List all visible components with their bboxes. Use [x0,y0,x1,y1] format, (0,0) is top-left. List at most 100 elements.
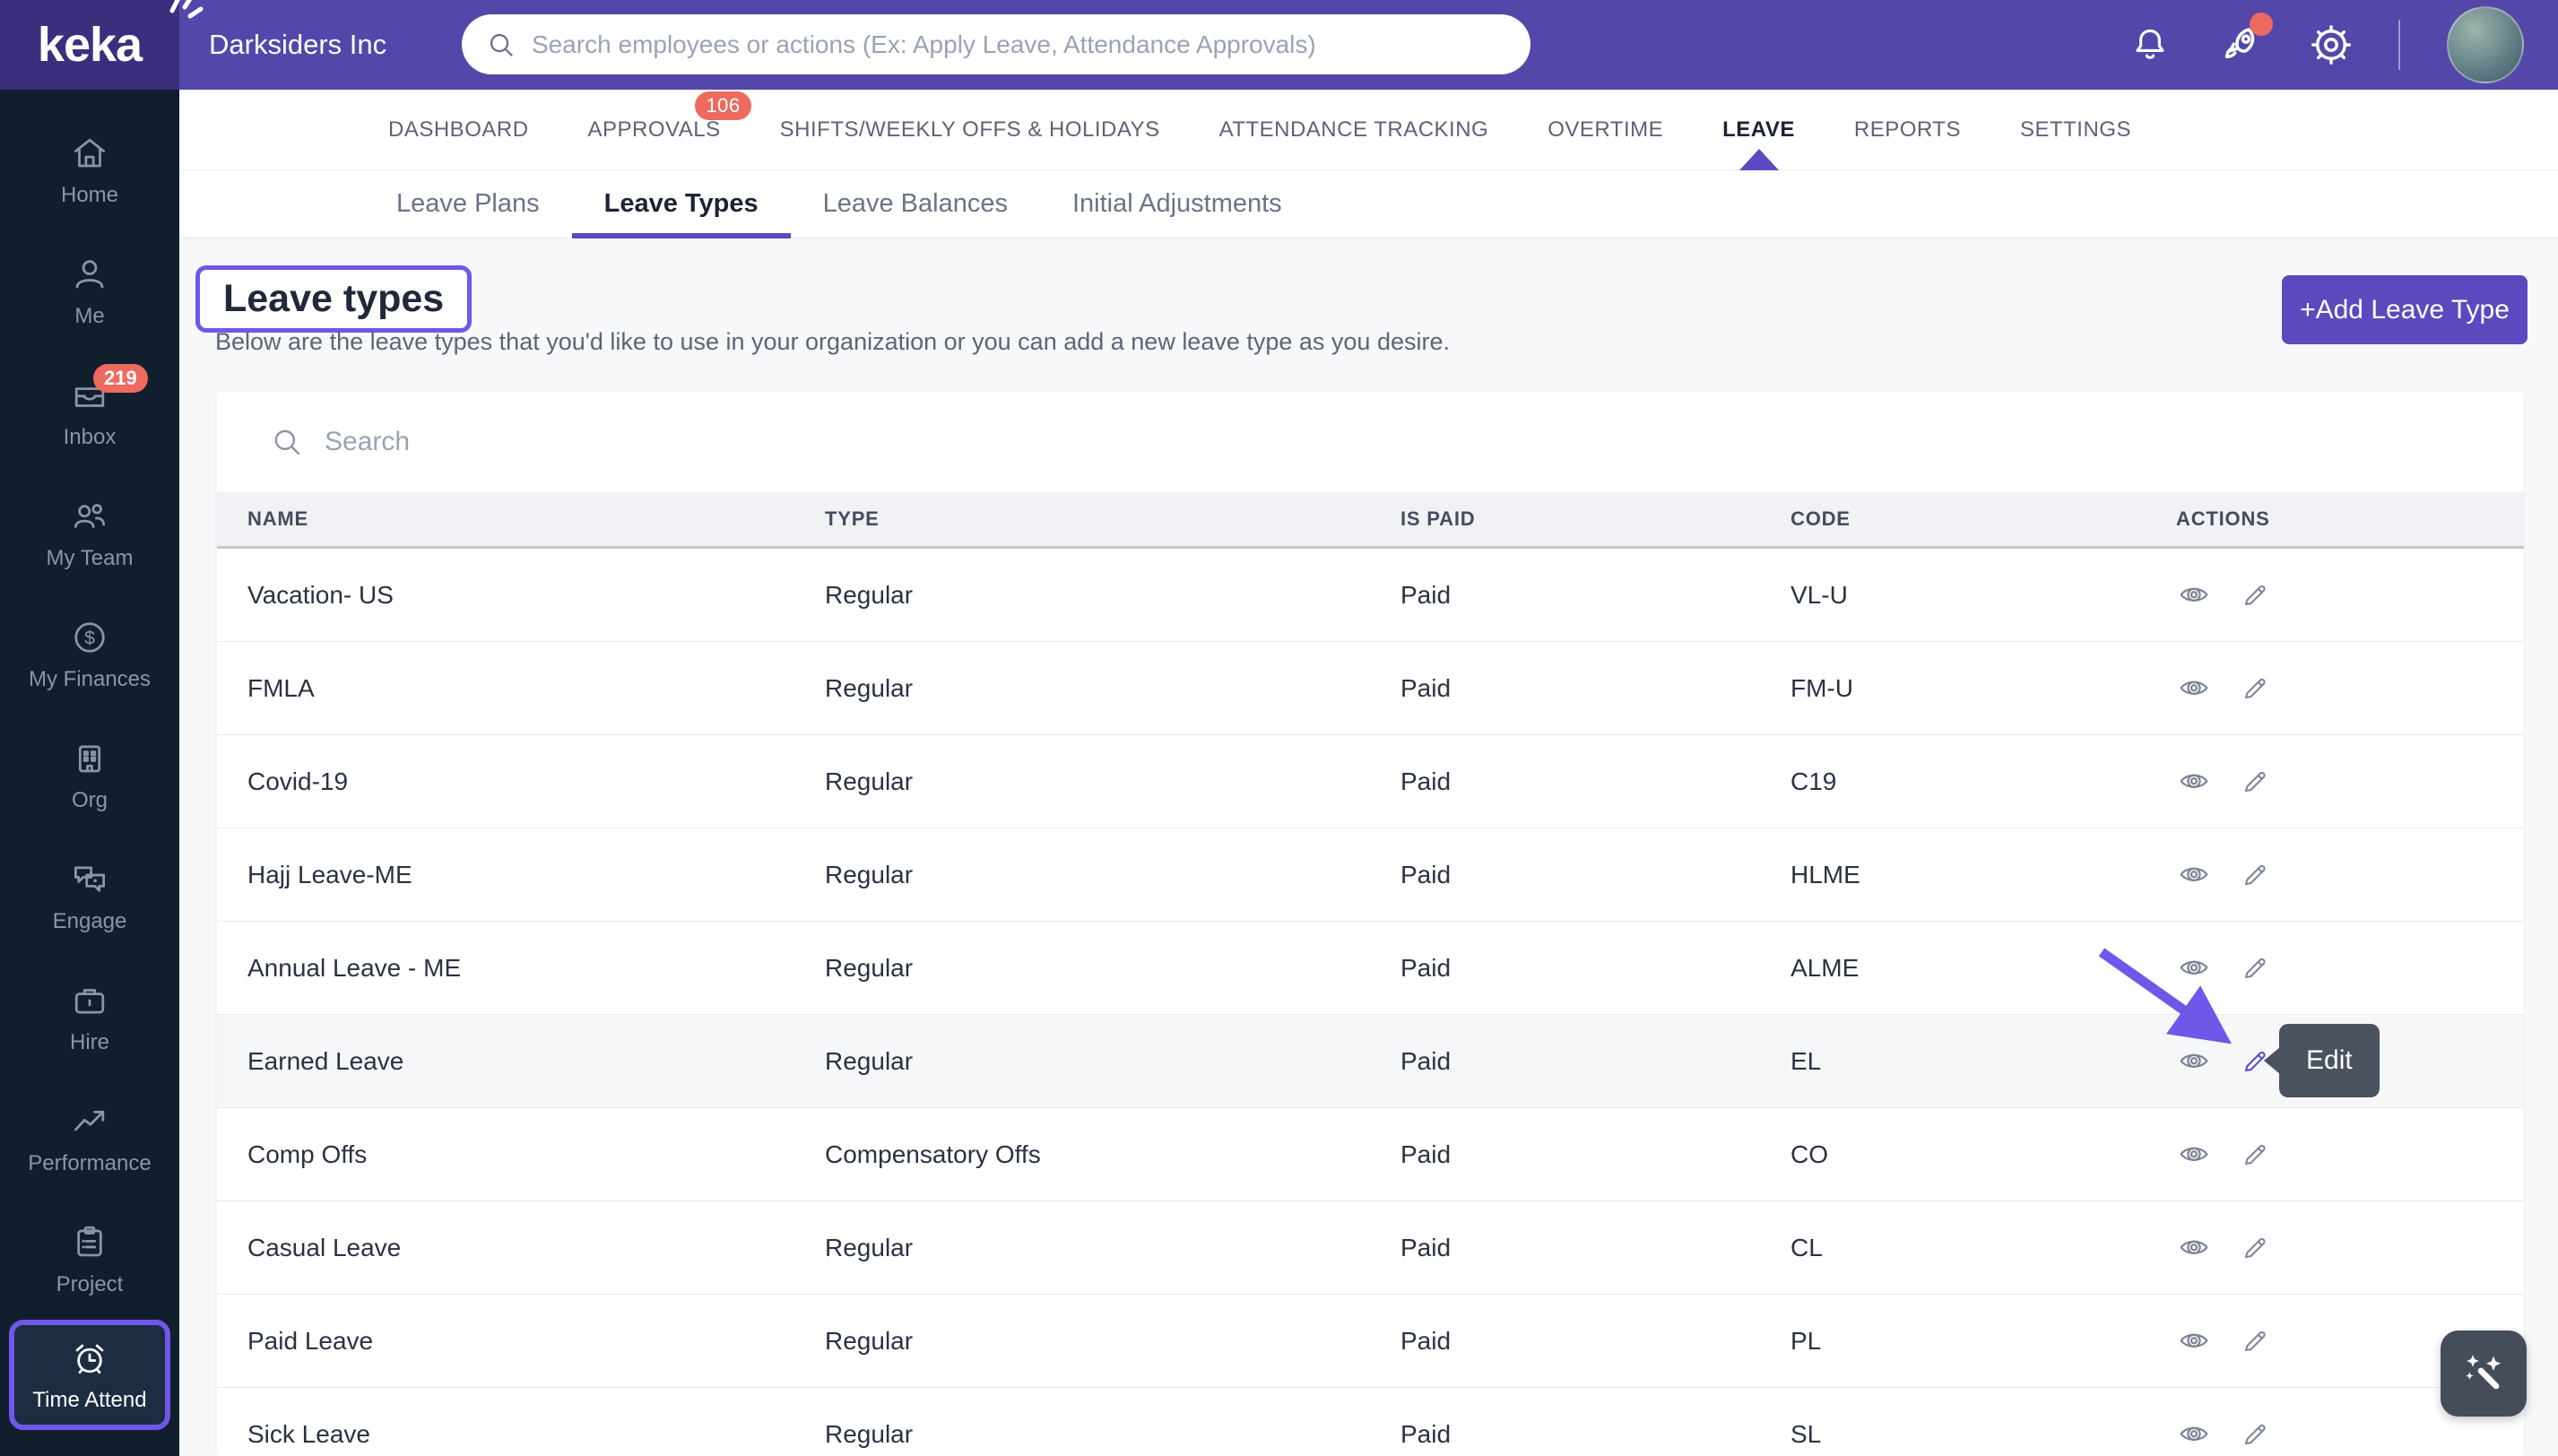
page-title: Leave types [223,277,445,320]
keka-logo-text: keka [37,18,143,72]
table-search-input[interactable] [325,427,863,457]
tab-approvals[interactable]: APPROVALS 106 [588,90,751,170]
subtab-leave-balances[interactable]: Leave Balances [791,170,1040,238]
tab-label: REPORTS [1853,117,1961,142]
add-leave-type-button[interactable]: +Add Leave Type [2282,275,2528,344]
column-header-name: NAME [247,507,308,530]
global-search[interactable] [462,14,1530,74]
gear-icon[interactable] [2311,24,2352,65]
edit-icon[interactable] [2239,672,2271,705]
sidebar-item-inbox[interactable]: 219 Inbox [0,351,179,472]
table-search[interactable] [217,392,2524,492]
svg-text:$: $ [84,627,95,648]
view-icon[interactable] [2176,1230,2212,1266]
cell-code: PL [1791,1326,1822,1355]
table-row-comp-offs[interactable]: Comp Offs Compensatory Offs Paid CO [217,1108,2524,1201]
edit-icon[interactable] [2239,952,2271,984]
tab-label: OVERTIME [1548,117,1664,142]
view-icon[interactable] [2176,1044,2212,1079]
view-icon[interactable] [2176,1137,2212,1173]
tab-overtime[interactable]: OVERTIME [1548,90,1663,170]
sidebar-item-my-team[interactable]: My Team [0,472,179,594]
sidebar-item-org[interactable]: Org [0,715,179,836]
sidebar-item-engage[interactable]: Engage [0,836,179,957]
search-icon [490,33,513,56]
view-icon[interactable] [2176,577,2212,613]
keka-logo[interactable]: keka [0,0,204,90]
subtab-label: Leave Balances [822,189,1008,218]
sidebar-item-label: Engage [52,908,127,933]
table-row-earned-leave[interactable]: Earned Leave Regular Paid EL [217,1015,2524,1108]
module-nav: DASHBOARD APPROVALS 106 SHIFTS/WEEKLY OFFS … [179,90,2558,170]
view-icon[interactable] [2176,764,2212,800]
table-row-paid-leave[interactable]: Paid Leave Regular Paid PL [217,1295,2524,1388]
app-header: keka Darksiders Inc [0,0,2558,90]
edit-icon[interactable] [2239,579,2271,611]
sidebar-item-label: Time Attend [32,1387,147,1412]
cell-code: ALME [1791,953,1860,982]
cell-code: VL-U [1791,580,1848,609]
sidebar-item-home[interactable]: Home [0,109,179,230]
cell-name: Annual Leave - ME [247,953,462,982]
sidebar-item-project[interactable]: Project [0,1199,179,1320]
table-row-vacation-us[interactable]: Vacation- US Regular Paid VL-U [217,549,2524,642]
sidebar: Home Me 219 Inbox My Team $ My Finances Org Enga… [0,90,179,1456]
avatar[interactable] [2447,6,2524,83]
subtab-leave-plans[interactable]: Leave Plans [364,170,572,238]
cell-code: C19 [1791,767,1837,795]
edit-tooltip-label: Edit [2306,1045,2353,1075]
sidebar-item-time-attend[interactable]: Time Attend [9,1320,170,1430]
sidebar-item-my-finances[interactable]: $ My Finances [0,594,179,715]
tab-shifts-weekly-offs-holidays[interactable]: SHIFTS/WEEKLY OFFS & HOLIDAYS [780,90,1160,170]
tab-settings[interactable]: SETTINGS [2020,90,2131,170]
edit-icon[interactable] [2239,1418,2271,1451]
tab-leave[interactable]: LEAVE [1722,90,1795,170]
edit-icon[interactable] [2239,1325,2271,1357]
subtab-initial-adjustments[interactable]: Initial Adjustments [1040,170,1314,238]
table-row-fmla[interactable]: FMLA Regular Paid FM-U [217,642,2524,735]
view-icon[interactable] [2176,950,2212,986]
view-icon[interactable] [2176,1323,2212,1359]
edit-icon[interactable] [2239,1139,2271,1171]
table-row-covid-19[interactable]: Covid-19 Regular Paid C19 [217,735,2524,828]
clipboard-icon [77,1226,102,1256]
bell-icon[interactable] [2129,24,2171,65]
cell-type: Regular [825,953,914,982]
global-search-input[interactable] [532,30,1507,59]
cell-is-paid: Paid [1400,580,1452,609]
subtab-leave-types[interactable]: Leave Types [571,170,791,238]
cell-code: CL [1791,1233,1823,1261]
rocket-icon[interactable] [2217,13,2273,68]
cell-is-paid: Paid [1400,860,1452,888]
sidebar-item-hire[interactable]: Hire [0,957,179,1078]
building-icon [78,744,101,772]
table-row-sick-leave[interactable]: Sick Leave Regular Paid SL [217,1388,2524,1456]
edit-icon[interactable] [2239,766,2271,798]
cell-type: Compensatory Offs [825,1140,1041,1168]
edit-icon[interactable] [2239,859,2271,891]
view-icon[interactable] [2176,671,2212,706]
cell-type: Regular [825,580,914,609]
sidebar-item-performance[interactable]: Performance [0,1078,179,1199]
chat-icon [74,865,106,892]
sidebar-item-label: Home [60,182,119,207]
person-icon [75,259,104,288]
tab-attendance-tracking[interactable]: ATTENDANCE TRACKING [1219,90,1489,170]
view-icon[interactable] [2176,857,2212,893]
table-row-annual-leave-me[interactable]: Annual Leave - ME Regular Paid ALME [217,922,2524,1015]
cell-is-paid: Paid [1400,1140,1452,1168]
tab-reports[interactable]: REPORTS [1854,90,1961,170]
tab-dashboard[interactable]: DASHBOARD [388,90,529,170]
table-row-casual-leave[interactable]: Casual Leave Regular Paid CL [217,1201,2524,1295]
topbar-actions [2129,0,2524,90]
cell-type: Regular [825,1419,914,1448]
view-icon[interactable] [2176,1417,2212,1452]
tab-label: SETTINGS [2019,117,2131,142]
edit-icon[interactable] [2239,1232,2271,1264]
sidebar-item-me[interactable]: Me [0,230,179,351]
magic-wand-button[interactable] [2441,1330,2527,1417]
subtab-label: Leave Types [603,189,759,218]
magic-wand-icon [2466,1355,2501,1390]
table-row-hajj-leave-me[interactable]: Hajj Leave-ME Regular Paid HLME [217,828,2524,922]
sidebar-item-label: My Team [46,545,134,570]
